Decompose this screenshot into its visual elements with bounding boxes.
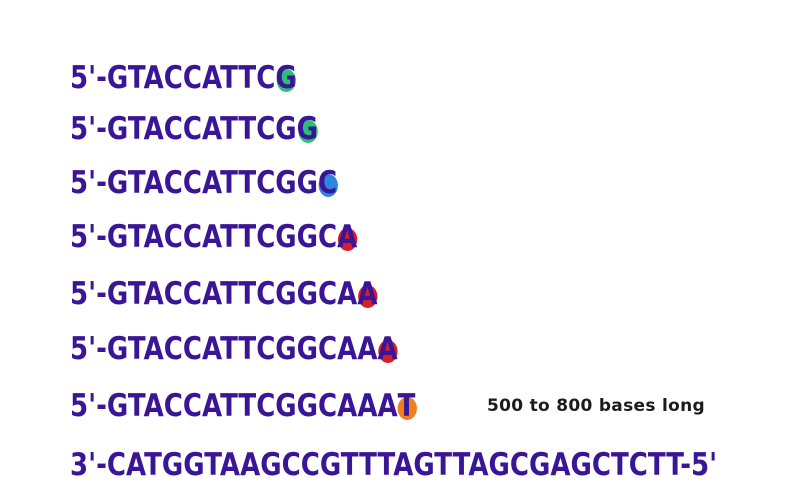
terminal-base: G [275,56,296,100]
terminal-dot [378,340,398,363]
terminal-dot [318,174,338,197]
terminal-base: A [357,272,378,316]
terminal-base-letter: G [275,60,297,96]
terminal-dot [338,228,358,251]
fragment-prefix: 5'- [70,165,107,201]
fragment-sequence: GTACCATTCGGCA [106,276,358,312]
fragment-5: 5'-GTACCATTCGGCA A [70,272,378,316]
terminal-base: C [318,161,338,205]
fragment-sequence: GTACCATTCG [106,111,297,147]
terminal-base-letter: A [357,276,378,312]
terminal-dot [358,285,378,308]
fragment-sequence: GTACCATTCGG [106,165,319,201]
fragment-1: 5'-GTACCATTC G [70,56,297,100]
terminal-dot [298,120,318,143]
fragment-3: 5'-GTACCATTCGG C [70,161,338,205]
fragment-length-note: 500 to 800 bases long [487,396,705,416]
fragment-prefix: 5'- [70,331,107,367]
terminal-base-letter: G [296,111,319,147]
fragment-7: 5'-GTACCATTCGGCAAA T [70,384,417,428]
fragment-sequence: GTACCATTCGGCAAA [106,388,398,424]
terminal-dot [397,397,417,420]
terminal-base-letter: A [377,331,398,367]
terminal-base: A [377,327,398,371]
fragment-prefix: 5'- [70,276,107,312]
terminal-base: G [297,107,318,151]
fragment-6: 5'-GTACCATTCGGCAA A [70,327,398,371]
terminal-base: A [337,215,358,259]
fragment-sequence: GTACCATTCGGCAA [106,331,378,367]
fragment-2: 5'-GTACCATTCG G [70,107,318,151]
terminal-base-letter: C [318,165,338,201]
fragment-prefix: 5'- [70,219,107,255]
terminal-base-letter: T [397,388,416,424]
fragment-sequence: GTACCATTC [106,60,276,96]
terminal-dot [276,69,297,92]
fragment-prefix: 5'- [70,111,107,147]
template-strand: 3'-CATGGTAAGCCGTTTAGTTAGCGAGCTCTT-5' [70,447,718,483]
fragment-sequence: GTACCATTCGGC [106,219,338,255]
fragment-prefix: 5'- [70,388,107,424]
fragment-4: 5'-GTACCATTCGGC A [70,215,358,259]
terminal-base: T [397,384,417,428]
terminal-base-letter: A [337,219,358,255]
fragment-prefix: 5'- [70,60,107,96]
